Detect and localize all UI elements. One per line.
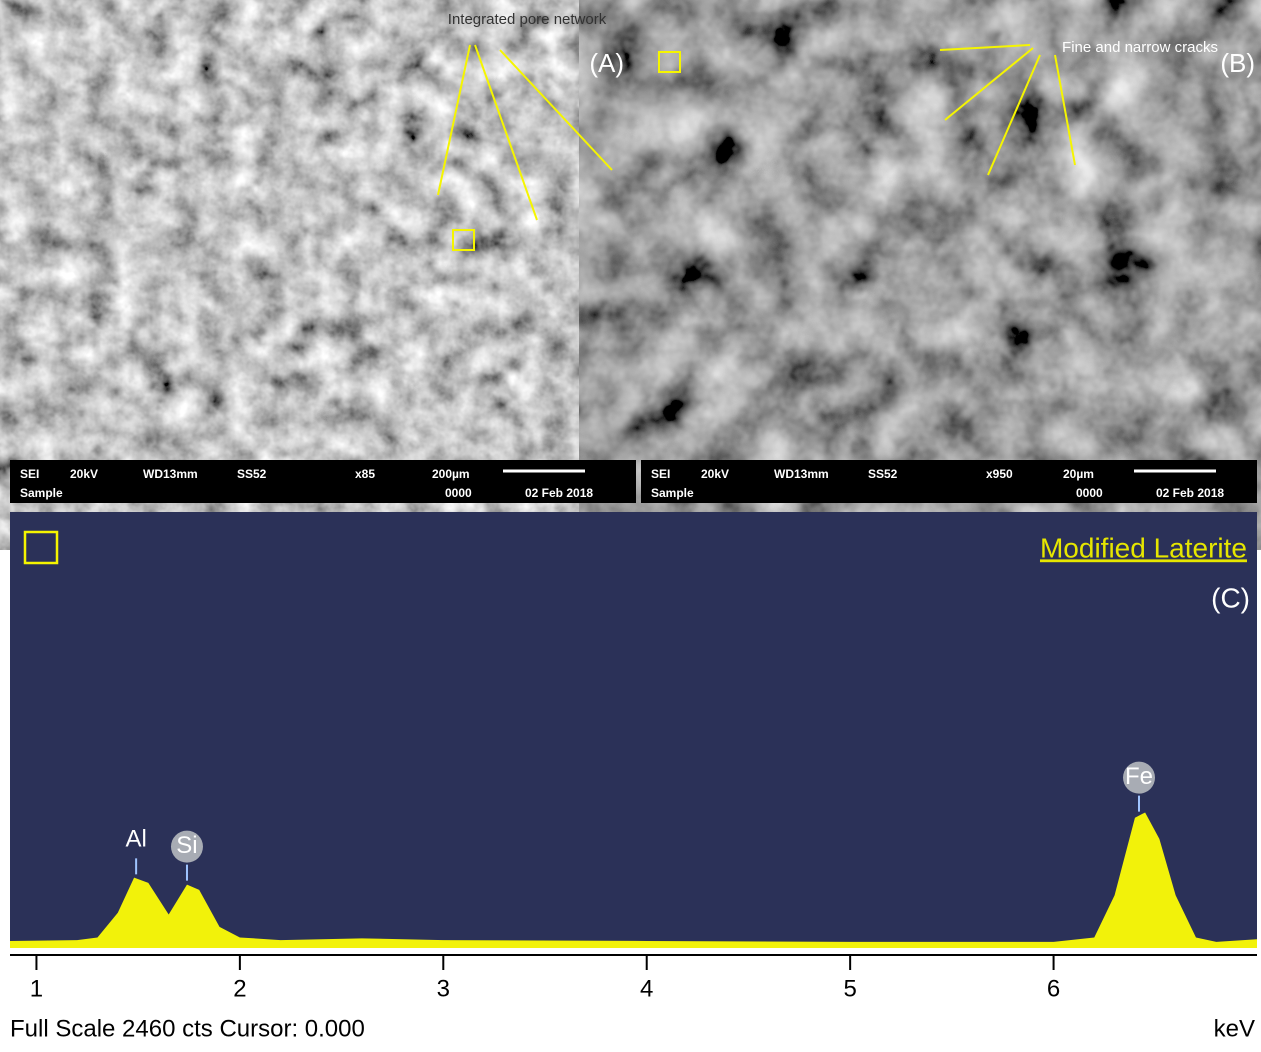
peak-label: Al [125,826,146,853]
annotation: Integrated pore network [448,11,607,28]
panel-label: (C) [1211,582,1250,613]
panel-label: (A) [589,48,624,78]
x-tick-label: 2 [233,975,246,1002]
info-text: 20kV [70,467,98,481]
x-tick-label: 3 [437,975,450,1002]
info-text: SEI [20,467,39,481]
x-tick-label: 4 [640,975,653,1002]
peak-label: Si [176,832,197,859]
figure: (A) SEI 20kV WD13mm SS52 x85 200µm Sample 0000 02… [0,0,1261,1047]
panel-label: (B) [1220,48,1255,78]
x-tick-label: 6 [1047,975,1060,1002]
info-text: 0000 [1076,486,1103,500]
info-text: x85 [355,467,375,481]
axis-strip [10,948,1257,952]
info-text: Sample [20,486,63,500]
info-text: 02 Feb 2018 [1156,486,1224,500]
chart-title: Modified Laterite [1040,532,1247,563]
info-text: 0000 [445,486,472,500]
info-text: SEI [651,467,670,481]
info-text: WD13mm [143,467,198,481]
x-tick-label: 5 [843,975,856,1002]
sem-image-b [641,35,1257,503]
info-text: 20µm [1063,467,1094,481]
x-tick-label: 1 [30,975,43,1002]
info-text: WD13mm [774,467,829,481]
info-text: Sample [651,486,694,500]
info-text: 20kV [701,467,729,481]
peak-label: Fe [1125,763,1153,790]
info-text: SS52 [868,467,898,481]
info-text: 200µm [432,467,470,481]
info-text: x950 [986,467,1013,481]
spectrum-background [10,512,1257,952]
info-text: 02 Feb 2018 [525,486,593,500]
info-text: SS52 [237,467,267,481]
x-unit: keV [1214,1015,1255,1042]
sem-image-a [10,35,636,503]
annotation: Fine and narrow cracks [1062,39,1218,56]
footer: Full Scale 2460 cts Cursor: 0.000 [10,1015,365,1042]
